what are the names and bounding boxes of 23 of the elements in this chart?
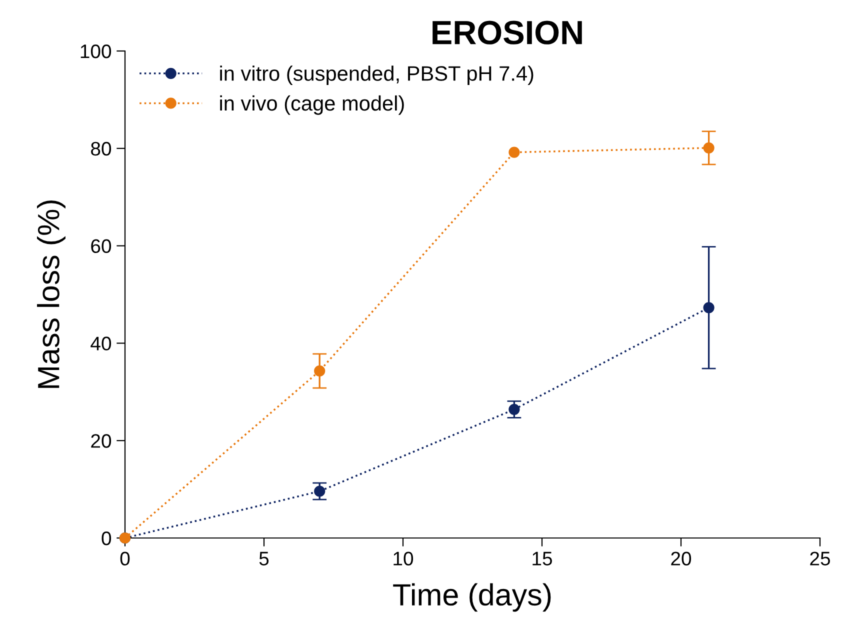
- point: [703, 142, 714, 154]
- chart-title: EROSION: [432, 20, 582, 44]
- y-tick-label: 40: [90, 336, 112, 350]
- y-tick-label: 80: [91, 142, 112, 156]
- y-tick-label: 0: [102, 531, 112, 546]
- x-tick-label: 5: [259, 552, 269, 566]
- point: [314, 365, 326, 377]
- y-tick-label: 100: [80, 44, 112, 58]
- x-tick-label: 10: [394, 552, 414, 566]
- legend-label: in vivo (cage model): [220, 95, 404, 115]
- point: [508, 146, 520, 158]
- legend-label: in vitro (suspended, PBST pH 7.4): [220, 66, 534, 86]
- x-axis-title: Time (days): [393, 583, 551, 612]
- point: [703, 302, 714, 314]
- x-tick-label: 0: [120, 552, 130, 566]
- x-tick-label: 15: [532, 552, 552, 566]
- x-tick-label: 20: [671, 552, 692, 566]
- point: [314, 486, 326, 497]
- y-tick-label: 20: [91, 434, 112, 448]
- point: [508, 404, 520, 415]
- y-axis-title: Mass loss (%): [36, 200, 66, 388]
- y-tick-label: 60: [91, 239, 112, 254]
- x-tick-label: 25: [810, 552, 830, 566]
